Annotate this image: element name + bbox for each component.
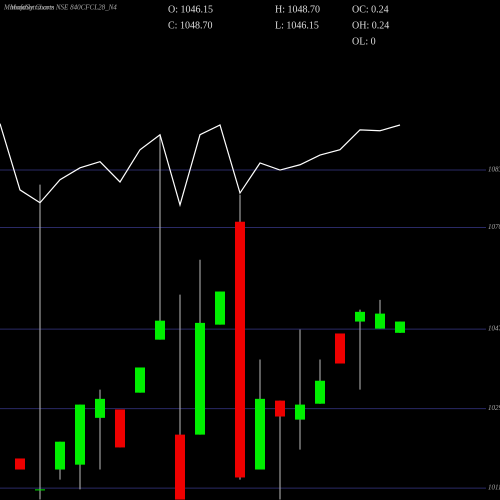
candle-body bbox=[55, 441, 65, 470]
info-text: L: 1046.15 bbox=[275, 20, 319, 31]
candle-body bbox=[15, 458, 25, 470]
info-text: H: 1048.70 bbox=[275, 4, 320, 15]
chart-title: Monthly Charts NSE 840CFCL28_N4 bbox=[9, 4, 117, 12]
chart-subtitle: MunafaSutra.com bbox=[3, 4, 54, 12]
candle-body bbox=[135, 367, 145, 393]
candle-body bbox=[155, 320, 165, 340]
candle-body bbox=[95, 398, 105, 418]
candle-body bbox=[315, 380, 325, 404]
y-tick-label: 1047 bbox=[488, 325, 500, 333]
y-tick-label: 1070 bbox=[488, 223, 500, 231]
candle-body bbox=[235, 221, 245, 478]
candle-body bbox=[375, 313, 385, 329]
info-text: OC: 0.24 bbox=[352, 4, 389, 15]
candle-body bbox=[255, 398, 265, 470]
candle-body bbox=[175, 434, 185, 500]
candle-body bbox=[355, 311, 365, 322]
candle-body bbox=[75, 404, 85, 465]
candle-body bbox=[35, 489, 45, 491]
candle-body bbox=[335, 333, 345, 364]
info-text: C: 1048.70 bbox=[168, 20, 212, 31]
candle-body bbox=[395, 321, 405, 333]
y-tick-label: 1029 bbox=[488, 404, 500, 412]
candle-body bbox=[115, 409, 125, 448]
y-tick-label: 1083 bbox=[488, 166, 500, 174]
info-text: O: 1046.15 bbox=[168, 4, 213, 15]
y-tick-label: 1011 bbox=[488, 484, 500, 492]
info-text: OH: 0.24 bbox=[352, 20, 389, 31]
info-text: OL: 0 bbox=[352, 36, 376, 47]
candle-body bbox=[275, 400, 285, 417]
candle-body bbox=[295, 404, 305, 420]
candle-body bbox=[215, 291, 225, 325]
candle-body bbox=[195, 322, 205, 435]
average-line bbox=[0, 123, 401, 208]
